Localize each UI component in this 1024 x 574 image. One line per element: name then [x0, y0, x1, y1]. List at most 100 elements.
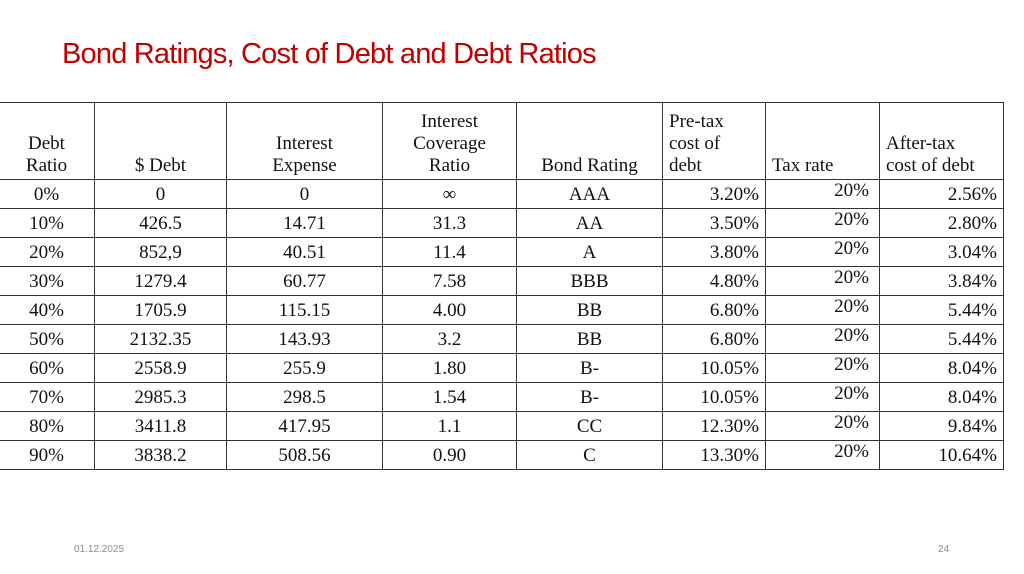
cell-aftertax-cost: 9.84%: [879, 411, 1004, 441]
cell-coverage-ratio: 0.90: [382, 440, 517, 470]
cell-dollar-debt: 3411.8: [94, 411, 227, 441]
cell-coverage-ratio: 11.4: [382, 237, 517, 267]
cell-debt-ratio: 90%: [0, 440, 95, 470]
cell-dollar-debt: 852,9: [94, 237, 227, 267]
cell-debt-ratio: 70%: [0, 382, 95, 412]
cell-aftertax-cost: 10.64%: [879, 440, 1004, 470]
cell-interest-expense: 508.56: [226, 440, 383, 470]
cell-dollar-debt: 0: [94, 179, 227, 209]
cell-pretax-cost: 3.80%: [662, 237, 766, 267]
cell-bond-rating: B-: [516, 382, 663, 412]
cell-tax-rate: 20%: [765, 179, 880, 209]
cell-interest-expense: 298.5: [226, 382, 383, 412]
cell-pretax-cost: 10.05%: [662, 382, 766, 412]
cell-interest-expense: 115.15: [226, 295, 383, 325]
cell-aftertax-cost: 3.84%: [879, 266, 1004, 296]
cell-tax-rate: 20%: [765, 237, 880, 267]
cell-aftertax-cost: 3.04%: [879, 237, 1004, 267]
table-row: 50% 2132.35 143.93 3.2 BB 6.80% 20% 5.44%: [0, 324, 1004, 354]
table-row: 60% 2558.9 255.9 1.80 B- 10.05% 20% 8.04%: [0, 353, 1004, 383]
page-number: 24: [938, 544, 950, 555]
cell-debt-ratio: 20%: [0, 237, 95, 267]
cell-tax-rate: 20%: [765, 295, 880, 325]
header-interest-coverage-ratio: Interest Coverage Ratio: [382, 102, 517, 180]
table-row: 90% 3838.2 508.56 0.90 C 13.30% 20% 10.64%: [0, 440, 1004, 470]
header-row: Debt Ratio $ Debt Interest Expense Interes…: [0, 102, 1004, 180]
footer-date: 01.12.2025: [74, 544, 125, 555]
cell-debt-ratio: 60%: [0, 353, 95, 383]
cell-aftertax-cost: 2.56%: [879, 179, 1004, 209]
cell-debt-ratio: 40%: [0, 295, 95, 325]
cell-debt-ratio: 30%: [0, 266, 95, 296]
cell-bond-rating: A: [516, 237, 663, 267]
cell-pretax-cost: 6.80%: [662, 324, 766, 354]
table-row: 10% 426.5 14.71 31.3 AA 3.50% 20% 2.80%: [0, 208, 1004, 238]
cell-bond-rating: BBB: [516, 266, 663, 296]
cell-bond-rating: AA: [516, 208, 663, 238]
table-row: 80% 3411.8 417.95 1.1 CC 12.30% 20% 9.84%: [0, 411, 1004, 441]
table-row: 40% 1705.9 115.15 4.00 BB 6.80% 20% 5.44%: [0, 295, 1004, 325]
cell-interest-expense: 60.77: [226, 266, 383, 296]
table-row: 0% 0 0 ∞ AAA 3.20% 20% 2.56%: [0, 179, 1004, 209]
cell-debt-ratio: 10%: [0, 208, 95, 238]
cell-coverage-ratio: 1.80: [382, 353, 517, 383]
header-interest-expense: Interest Expense: [226, 102, 383, 180]
cell-coverage-ratio: ∞: [382, 179, 517, 209]
cell-dollar-debt: 1705.9: [94, 295, 227, 325]
cell-interest-expense: 143.93: [226, 324, 383, 354]
cell-bond-rating: BB: [516, 295, 663, 325]
cell-dollar-debt: 1279.4: [94, 266, 227, 296]
cell-dollar-debt: 2985.3: [94, 382, 227, 412]
cell-coverage-ratio: 4.00: [382, 295, 517, 325]
cell-bond-rating: BB: [516, 324, 663, 354]
cell-interest-expense: 14.71: [226, 208, 383, 238]
slide-title: Bond Ratings, Cost of Debt and Debt Rati…: [62, 38, 597, 70]
cell-tax-rate: 20%: [765, 411, 880, 441]
cell-debt-ratio: 80%: [0, 411, 95, 441]
header-bond-rating: Bond Rating: [516, 102, 663, 180]
header-debt-ratio: Debt Ratio: [0, 102, 95, 180]
header-dollar-debt: $ Debt: [94, 102, 227, 180]
cell-tax-rate: 20%: [765, 324, 880, 354]
cell-aftertax-cost: 5.44%: [879, 295, 1004, 325]
cell-pretax-cost: 3.20%: [662, 179, 766, 209]
cell-pretax-cost: 10.05%: [662, 353, 766, 383]
cell-coverage-ratio: 1.54: [382, 382, 517, 412]
cell-tax-rate: 20%: [765, 440, 880, 470]
cell-coverage-ratio: 1.1: [382, 411, 517, 441]
cell-bond-rating: CC: [516, 411, 663, 441]
cell-dollar-debt: 3838.2: [94, 440, 227, 470]
cell-aftertax-cost: 2.80%: [879, 208, 1004, 238]
cell-pretax-cost: 3.50%: [662, 208, 766, 238]
cell-pretax-cost: 6.80%: [662, 295, 766, 325]
cell-coverage-ratio: 7.58: [382, 266, 517, 296]
cell-interest-expense: 255.9: [226, 353, 383, 383]
cell-interest-expense: 0: [226, 179, 383, 209]
cell-interest-expense: 417.95: [226, 411, 383, 441]
table-row: 70% 2985.3 298.5 1.54 B- 10.05% 20% 8.04%: [0, 382, 1004, 412]
cell-aftertax-cost: 8.04%: [879, 382, 1004, 412]
cell-tax-rate: 20%: [765, 266, 880, 296]
cell-pretax-cost: 12.30%: [662, 411, 766, 441]
cell-tax-rate: 20%: [765, 353, 880, 383]
header-tax-rate: Tax rate: [765, 102, 880, 180]
cell-dollar-debt: 2132.35: [94, 324, 227, 354]
header-aftertax-cost: After-tax cost of debt: [879, 102, 1004, 180]
cell-debt-ratio: 50%: [0, 324, 95, 354]
cell-coverage-ratio: 3.2: [382, 324, 517, 354]
cell-aftertax-cost: 5.44%: [879, 324, 1004, 354]
cell-tax-rate: 20%: [765, 208, 880, 238]
cell-debt-ratio: 0%: [0, 179, 95, 209]
cell-bond-rating: C: [516, 440, 663, 470]
cell-pretax-cost: 4.80%: [662, 266, 766, 296]
cell-dollar-debt: 2558.9: [94, 353, 227, 383]
header-pretax-cost: Pre-tax cost of debt: [662, 102, 766, 180]
cell-dollar-debt: 426.5: [94, 208, 227, 238]
cell-bond-rating: AAA: [516, 179, 663, 209]
cell-bond-rating: B-: [516, 353, 663, 383]
cell-tax-rate: 20%: [765, 382, 880, 412]
table-row: 20% 852,9 40.51 11.4 A 3.80% 20% 3.04%: [0, 237, 1004, 267]
cell-aftertax-cost: 8.04%: [879, 353, 1004, 383]
cell-interest-expense: 40.51: [226, 237, 383, 267]
table-row: 30% 1279.4 60.77 7.58 BBB 4.80% 20% 3.84%: [0, 266, 1004, 296]
